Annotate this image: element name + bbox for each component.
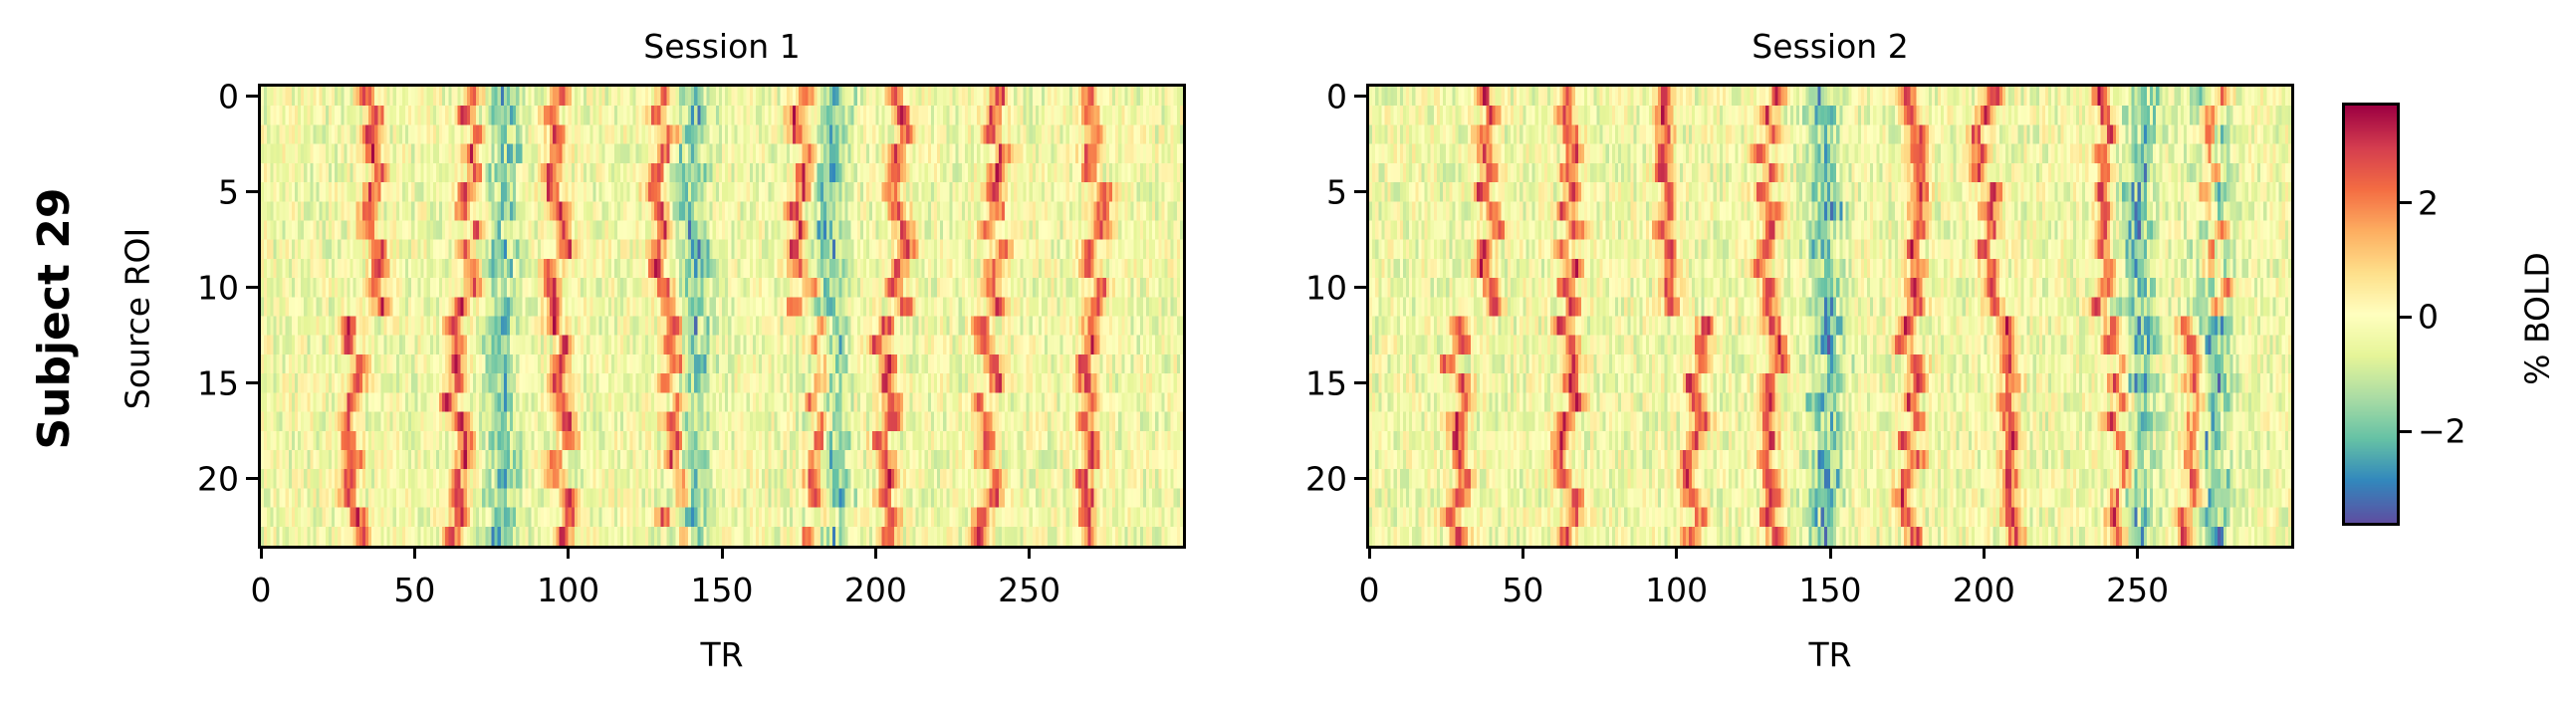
x-tick-label: 250 [2106,571,2170,609]
x-tick [1828,547,1832,559]
y-tick [1354,95,1366,99]
x-tick-label: 0 [1358,571,1380,609]
subject-label: Subject 29 [29,187,80,450]
y-tick [1354,286,1366,290]
x-tick [412,547,416,559]
x-tick [1982,547,1986,559]
y-tick [246,286,258,290]
y-tick-label: 20 [197,459,239,499]
colorbar-label: % BOLD [2517,252,2557,385]
colorbar-tick-label: 0 [2418,297,2439,337]
y-tick-label: 20 [1305,459,1347,499]
y-tick [1354,381,1366,385]
x-tick [1675,547,1679,559]
y-tick-label: 0 [1326,77,1347,117]
y-tick-label: 0 [218,77,239,117]
x-tick [1028,547,1032,559]
colorbar-tick-label: −2 [2418,411,2466,451]
colorbar-tick [2400,429,2412,433]
y-tick [246,95,258,99]
x-tick-label: 100 [1645,571,1709,609]
x-tick [259,547,263,559]
x-tick [2136,547,2140,559]
x-tick [720,547,724,559]
x-tick-label: 50 [1502,571,1544,609]
x-axis-label: TR [700,635,744,674]
x-tick-label: 200 [1952,571,2015,609]
x-tick-label: 0 [250,571,272,609]
x-tick-label: 200 [843,571,907,609]
x-tick [1521,547,1524,559]
colorbar-gradient [2345,106,2397,523]
x-tick-label: 50 [393,571,436,609]
x-tick [567,547,571,559]
y-tick [246,381,258,385]
panel-title: Session 2 [1752,27,1909,66]
x-tick [873,547,877,559]
y-tick [1354,190,1366,194]
y-tick-label: 5 [218,172,239,212]
y-tick-label: 15 [1305,363,1347,403]
x-tick [1367,547,1371,559]
x-axis-label: TR [1808,635,1852,674]
y-tick-label: 10 [1305,268,1347,308]
y-tick [1354,477,1366,481]
y-axis-label: Source ROI [117,227,157,410]
y-tick-label: 5 [1326,172,1347,212]
colorbar-tick [2400,201,2412,205]
y-tick [246,190,258,194]
heatmap-session-1 [261,87,1183,546]
x-tick-label: 150 [1798,571,1862,609]
x-tick-label: 100 [537,571,600,609]
y-tick-label: 10 [197,268,239,308]
x-tick-label: 250 [998,571,1061,609]
y-tick [246,477,258,481]
y-tick-label: 15 [197,363,239,403]
heatmap-session-2 [1369,87,2291,546]
colorbar-tick-label: 2 [2418,183,2439,223]
x-tick-label: 150 [690,571,754,609]
colorbar-tick [2400,315,2412,319]
panel-title: Session 1 [643,27,801,66]
